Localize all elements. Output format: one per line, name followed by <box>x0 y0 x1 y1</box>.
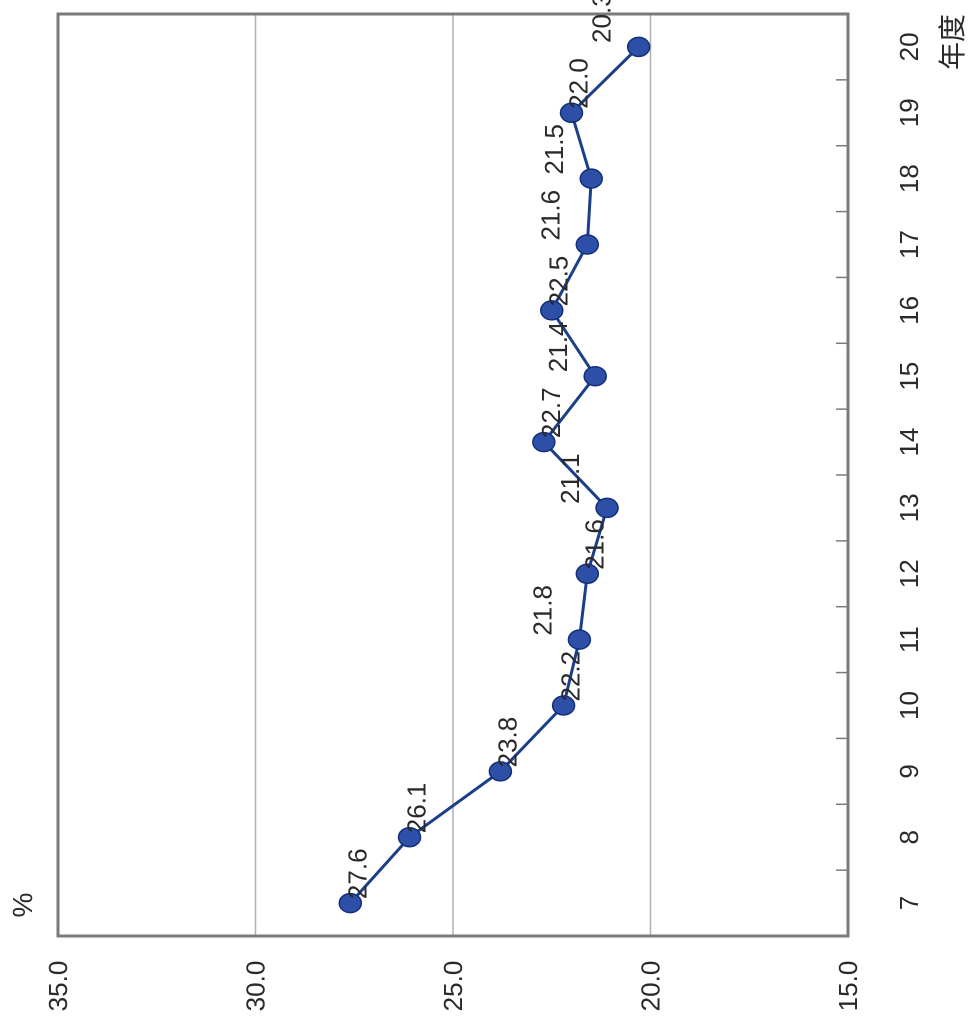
data-label: 27.6 <box>342 848 372 899</box>
data-point <box>338 892 363 914</box>
data-label: 21.6 <box>579 519 609 570</box>
data-label: 22.5 <box>544 256 574 307</box>
data-label: 23.8 <box>492 717 522 768</box>
value-tick-label: 30.0 <box>241 961 271 1012</box>
data-label: 22.2 <box>556 651 586 702</box>
year-tick-label: 16 <box>894 296 924 325</box>
minor-ticks <box>836 79 848 871</box>
year-tick-label: 19 <box>894 98 924 127</box>
value-tick-label: 20.0 <box>636 961 666 1012</box>
data-point <box>559 102 584 124</box>
data-point <box>626 36 651 58</box>
year-tick-label: 10 <box>894 691 924 720</box>
year-tick-label: 11 <box>894 626 924 653</box>
data-points <box>338 36 651 914</box>
data-point <box>540 300 564 321</box>
data-label: 21.4 <box>543 322 573 373</box>
x-axis-label: 年度 <box>937 14 968 70</box>
year-tick-label: 14 <box>894 428 924 457</box>
series-line <box>349 45 640 905</box>
value-tick-labels: 15.0 20.0 25.0 30.0 35.0 <box>43 961 863 1012</box>
year-tick-label: 13 <box>894 493 924 522</box>
year-tick-label: 12 <box>894 559 924 588</box>
value-tick-label: 35.0 <box>43 961 73 1012</box>
year-tick-label: 8 <box>894 830 924 844</box>
data-point <box>488 761 513 782</box>
plot-frame <box>56 12 850 938</box>
data-labels: 27.6 26.1 23.8 22.2 21.8 21.6 21.1 22.7 21.4 22.5… <box>342 0 616 899</box>
data-point <box>579 168 603 189</box>
data-label: 20.3 <box>587 0 617 43</box>
data-label: 21.1 <box>555 453 585 504</box>
data-point <box>575 234 600 255</box>
data-point <box>583 365 607 387</box>
data-point <box>397 826 422 848</box>
data-label: 21.8 <box>527 585 557 636</box>
data-label: 21.5 <box>539 124 569 175</box>
year-tick-label: 9 <box>894 764 924 778</box>
year-tick-label: 18 <box>894 164 924 193</box>
value-tick-label: 25.0 <box>438 961 468 1012</box>
year-tick-label: 15 <box>894 362 924 391</box>
data-label: 22.7 <box>536 387 566 438</box>
data-point <box>567 629 592 650</box>
value-tick-label: 15.0 <box>833 961 863 1012</box>
data-label: 26.1 <box>402 783 432 834</box>
data-label: 21.6 <box>535 190 565 241</box>
data-label: 22.0 <box>564 58 594 109</box>
data-point <box>595 497 619 519</box>
gridlines <box>254 14 652 936</box>
data-point <box>532 431 556 453</box>
data-point <box>575 563 600 585</box>
year-tick-label: 20 <box>894 32 924 61</box>
year-tick-labels: 7 8 9 10 11 12 13 14 15 16 17 18 19 20 <box>894 32 924 910</box>
data-point <box>551 695 576 716</box>
unit-label: % <box>7 893 38 918</box>
series-polyline <box>349 45 640 905</box>
year-tick-label: 17 <box>894 230 924 259</box>
year-tick-label: 7 <box>894 896 924 910</box>
